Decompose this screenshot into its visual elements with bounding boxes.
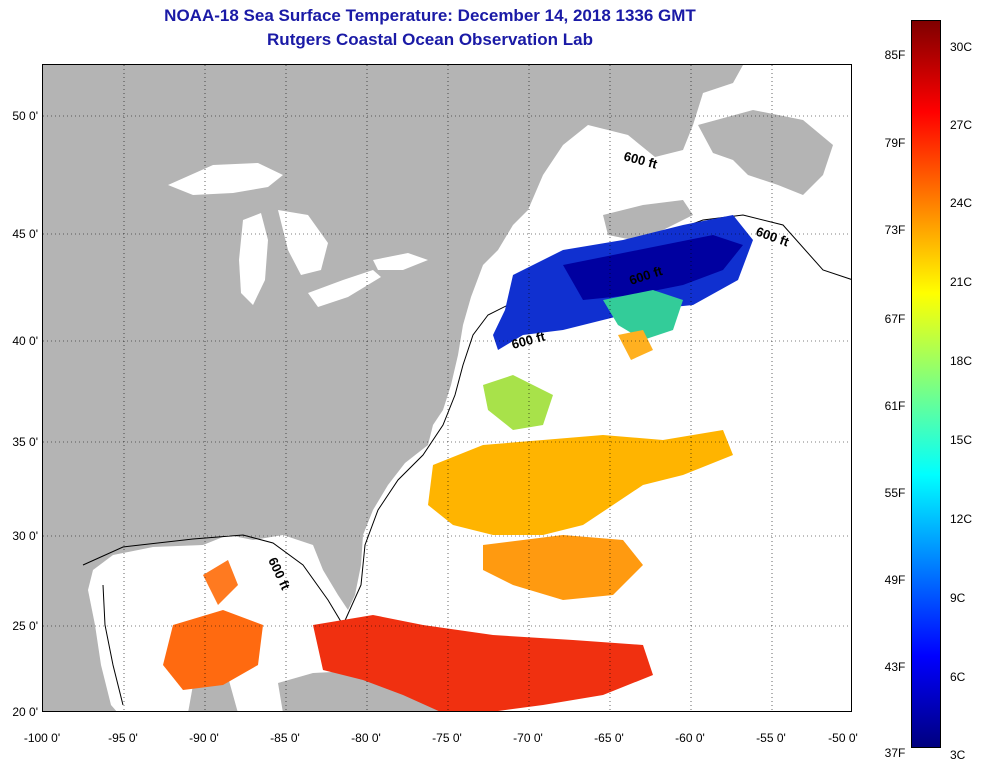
lat-label: 20 0' — [12, 705, 38, 719]
lon-label: -70 0' — [513, 731, 543, 745]
sst-west-gulf — [203, 560, 238, 605]
colorbar-f-label: 49F — [884, 573, 906, 587]
colorbar-c-label: 6C — [950, 670, 966, 684]
sst-shelf-cyan — [603, 290, 683, 340]
lake-michigan — [239, 213, 268, 305]
lon-label: -100 0' — [23, 731, 61, 745]
colorbar-f-label: 67F — [884, 312, 906, 326]
colorbar-f-label: 85F — [884, 48, 906, 62]
sst-caribbean-warm — [313, 615, 653, 711]
lat-label: 30 0' — [12, 529, 38, 543]
lat-label: 40 0' — [12, 334, 38, 348]
land-newfoundland — [698, 110, 833, 195]
land-cuba — [278, 671, 450, 711]
land-north-america — [43, 65, 743, 711]
colorbar-c-label: 24C — [950, 196, 973, 210]
map-subtitle: Rutgers Coastal Ocean Observation Lab — [267, 30, 593, 49]
colorbar-c-label: 3C — [950, 748, 966, 762]
contour-600ft-gulf-inner — [102, 584, 124, 706]
colorbar-c-label: 27C — [950, 118, 973, 132]
sst-offshore-yellow — [618, 330, 653, 360]
lat-label: 25 0' — [12, 619, 38, 633]
sst-mid-atlantic-green — [483, 375, 553, 430]
colorbar-c-label: 15C — [950, 433, 973, 447]
sst-subtropical — [483, 535, 643, 600]
lon-label: -65 0' — [594, 731, 624, 745]
sst-map: 600 ft 600 ft 600 ft 600 ft 600 ft — [42, 64, 852, 712]
colorbar-c-label: 18C — [950, 354, 973, 368]
colorbar-c-label: 12C — [950, 512, 973, 526]
colorbar-c-label: 9C — [950, 591, 966, 605]
colorbar-c-label: 21C — [950, 275, 973, 289]
contour-label: 600 ft — [754, 224, 792, 250]
colorbar-f-label: 37F — [884, 746, 906, 760]
lat-label: 35 0' — [12, 435, 38, 449]
map-title: NOAA-18 Sea Surface Temperature: Decembe… — [164, 6, 696, 25]
colorbar-c-label: 30C — [950, 40, 973, 54]
lat-label: 50 0' — [12, 109, 38, 123]
lake-ontario — [373, 253, 428, 270]
sst-cold-inner — [563, 235, 743, 300]
lon-label: -50 0' — [828, 731, 858, 745]
lon-label: -75 0' — [432, 731, 462, 745]
lake-superior — [168, 163, 283, 195]
sst-map-canvas: 600 ft 600 ft 600 ft 600 ft 600 ft — [43, 65, 851, 711]
sst-gulf-stream — [428, 430, 733, 535]
lake-huron — [278, 210, 328, 275]
lon-label: -55 0' — [756, 731, 786, 745]
lon-label: -90 0' — [189, 731, 219, 745]
contour-label: 600 ft — [265, 555, 293, 593]
colorbar-f-label: 55F — [884, 486, 906, 500]
sst-gulf-warm — [163, 610, 263, 690]
lake-erie — [308, 270, 381, 307]
land-nova-scotia — [603, 200, 693, 240]
colorbar-f-label: 43F — [884, 660, 906, 674]
colorbar-f-label: 79F — [884, 136, 906, 150]
lon-label: -80 0' — [351, 731, 381, 745]
lon-label: -85 0' — [270, 731, 300, 745]
temperature-colorbar — [911, 20, 941, 748]
colorbar-f-label: 61F — [884, 399, 906, 413]
lon-label: -60 0' — [675, 731, 705, 745]
lon-label: -95 0' — [108, 731, 138, 745]
colorbar-f-label: 73F — [884, 223, 906, 237]
lat-label: 45 0' — [12, 227, 38, 241]
